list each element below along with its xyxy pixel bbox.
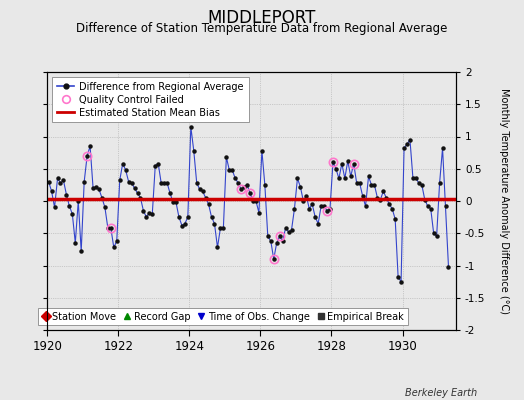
Text: MIDDLEPORT: MIDDLEPORT	[208, 9, 316, 27]
Text: Difference of Station Temperature Data from Regional Average: Difference of Station Temperature Data f…	[77, 22, 447, 35]
Text: Berkeley Earth: Berkeley Earth	[405, 388, 477, 398]
Legend: Station Move, Record Gap, Time of Obs. Change, Empirical Break: Station Move, Record Gap, Time of Obs. C…	[38, 308, 408, 325]
Y-axis label: Monthly Temperature Anomaly Difference (°C): Monthly Temperature Anomaly Difference (…	[499, 88, 509, 314]
